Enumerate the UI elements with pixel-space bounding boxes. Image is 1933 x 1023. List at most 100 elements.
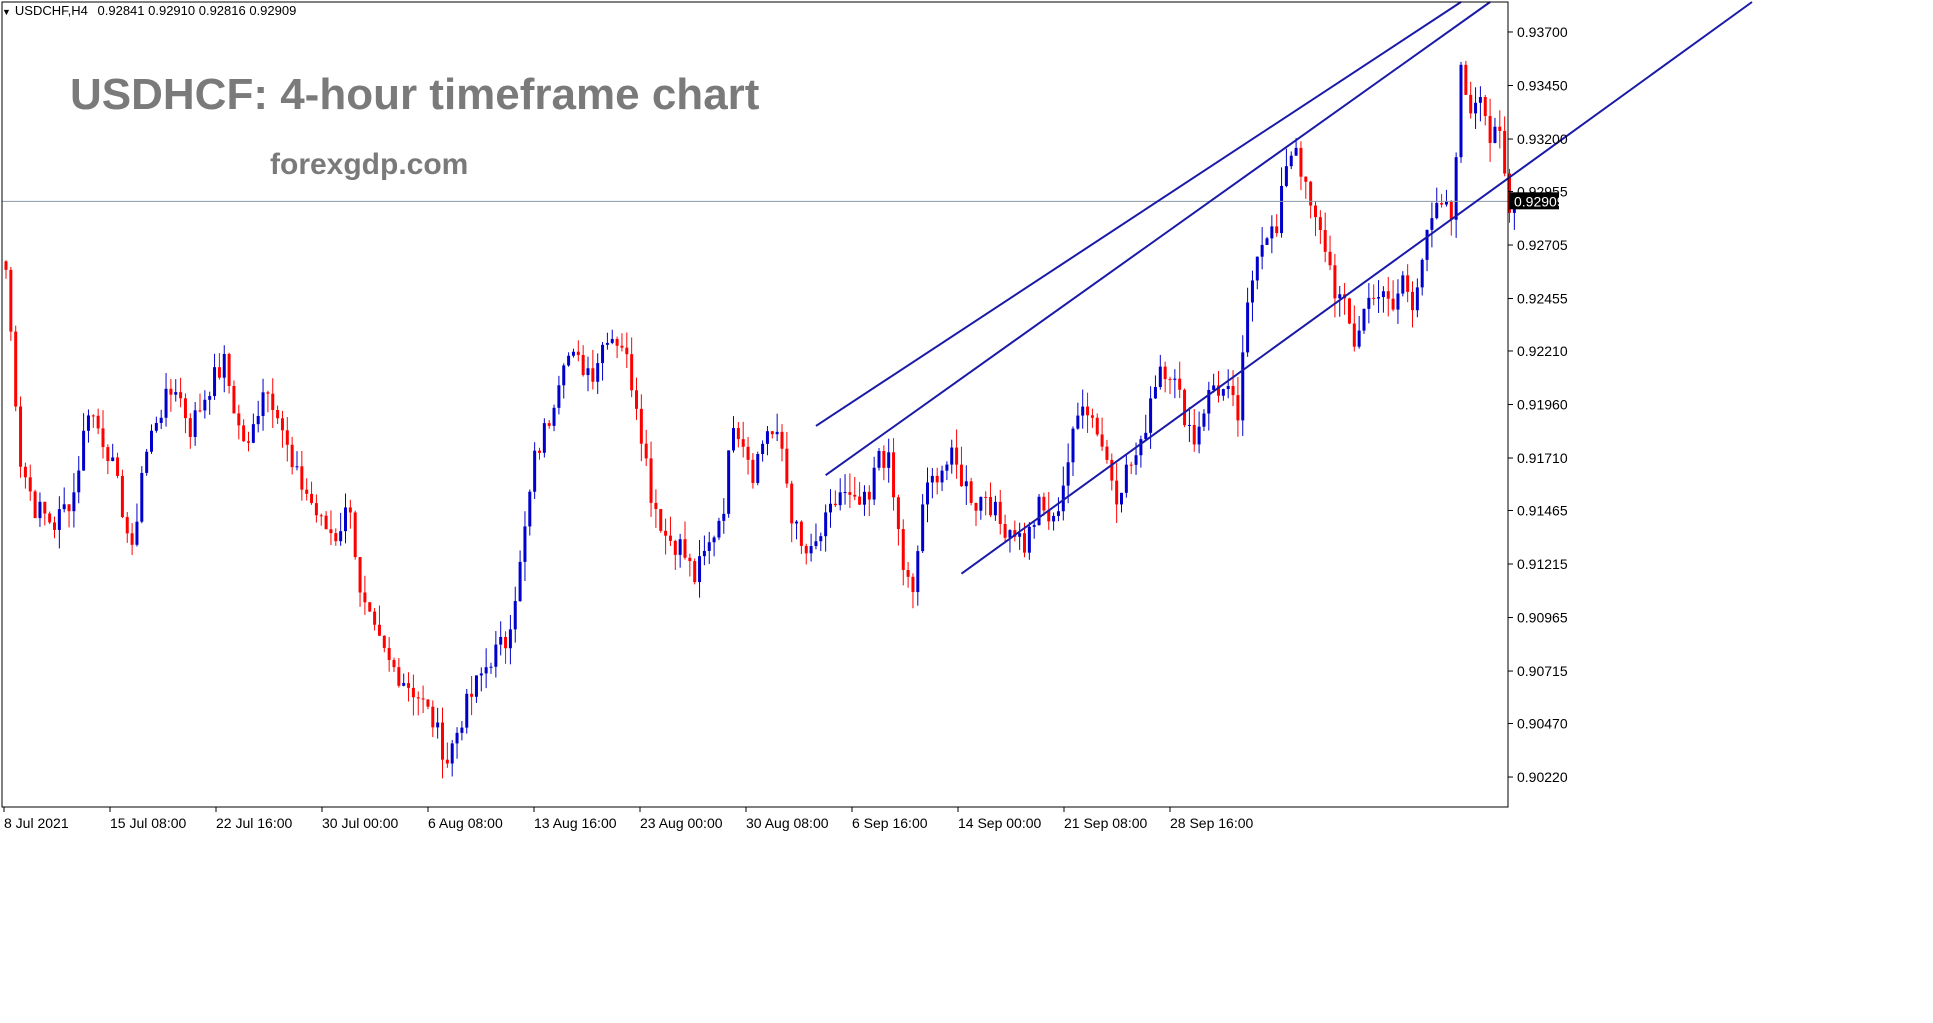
candle bbox=[1027, 522, 1031, 560]
candle-body bbox=[1221, 389, 1225, 396]
candle bbox=[470, 675, 474, 716]
candle bbox=[1386, 276, 1390, 317]
candle bbox=[1076, 402, 1080, 430]
candle bbox=[683, 521, 687, 560]
candle-body bbox=[955, 447, 959, 465]
candle bbox=[1212, 373, 1216, 393]
candle bbox=[1270, 215, 1274, 254]
candle-body bbox=[1333, 265, 1337, 299]
y-tick-label: 0.92705 bbox=[1517, 237, 1568, 253]
candle bbox=[538, 447, 541, 460]
candle-body bbox=[959, 464, 963, 487]
candle-body bbox=[736, 428, 740, 440]
candle-body bbox=[1396, 293, 1400, 310]
candle bbox=[1202, 409, 1206, 432]
candle bbox=[552, 404, 556, 432]
candle bbox=[1372, 284, 1376, 306]
candle-body bbox=[1294, 147, 1298, 156]
candle bbox=[169, 378, 173, 412]
candle-body bbox=[654, 502, 658, 510]
candle bbox=[1163, 361, 1167, 393]
candle-body bbox=[964, 481, 968, 487]
candle-body bbox=[198, 410, 202, 412]
candle bbox=[639, 394, 643, 462]
watermark-site-label: forexgdp.com bbox=[270, 148, 469, 181]
candle bbox=[741, 421, 745, 458]
candle-body bbox=[523, 526, 527, 562]
candle-body bbox=[683, 539, 687, 558]
candle bbox=[344, 493, 347, 544]
candle bbox=[407, 672, 411, 702]
candle bbox=[1474, 87, 1478, 129]
candle bbox=[1347, 297, 1351, 325]
candle-body bbox=[1231, 385, 1235, 396]
candle-body bbox=[567, 355, 571, 366]
candle bbox=[926, 467, 929, 523]
candle bbox=[499, 621, 503, 656]
candle-body bbox=[993, 501, 997, 516]
candle bbox=[1250, 270, 1254, 322]
candle bbox=[993, 495, 997, 521]
candle-body bbox=[727, 450, 731, 514]
candle bbox=[1071, 426, 1075, 476]
candle-body bbox=[843, 492, 847, 494]
candle bbox=[799, 520, 803, 554]
candle-body bbox=[363, 592, 367, 603]
candle bbox=[1105, 439, 1109, 464]
candle-body bbox=[276, 410, 280, 419]
candle-body bbox=[1202, 413, 1206, 427]
candle-body bbox=[673, 540, 677, 555]
candle bbox=[1498, 110, 1502, 149]
x-tick-label: 6 Sep 16:00 bbox=[852, 815, 928, 831]
candle-body bbox=[319, 515, 323, 517]
candle bbox=[484, 648, 488, 689]
candle bbox=[416, 691, 420, 716]
candle bbox=[305, 478, 309, 501]
candle-body bbox=[518, 561, 522, 602]
candle bbox=[964, 465, 968, 505]
candle-body bbox=[295, 466, 299, 468]
candle bbox=[717, 517, 721, 541]
candle bbox=[86, 409, 90, 443]
dropdown-triangle-icon[interactable]: ▼ bbox=[2, 7, 11, 17]
candle-body bbox=[1066, 462, 1070, 486]
candle bbox=[785, 431, 789, 488]
candle bbox=[1493, 117, 1497, 144]
candle bbox=[1066, 443, 1070, 504]
candle-body bbox=[668, 535, 672, 541]
candle-body bbox=[809, 546, 813, 554]
candle bbox=[140, 466, 144, 524]
candle-body bbox=[310, 493, 314, 504]
candle-body bbox=[135, 521, 139, 545]
candle bbox=[533, 442, 537, 500]
candles-group bbox=[4, 60, 1516, 779]
candle bbox=[1343, 283, 1347, 315]
candle-body bbox=[4, 261, 8, 270]
candle bbox=[130, 523, 134, 555]
candle-body bbox=[712, 537, 716, 543]
candle bbox=[314, 494, 318, 523]
candle bbox=[1129, 461, 1133, 475]
candle-body bbox=[82, 430, 86, 471]
candle bbox=[1440, 194, 1444, 208]
candle-body bbox=[455, 732, 459, 744]
candle-body bbox=[271, 393, 275, 411]
candle-body bbox=[465, 693, 469, 728]
candle-body bbox=[445, 759, 449, 764]
candle bbox=[504, 631, 508, 664]
price-axis: 0.937000.934500.932000.929550.927050.924… bbox=[1508, 24, 1568, 785]
candle bbox=[1318, 210, 1322, 244]
candle-body bbox=[62, 504, 66, 510]
candle-body bbox=[508, 629, 512, 649]
candle-body bbox=[188, 418, 192, 437]
x-tick-label: 21 Sep 08:00 bbox=[1064, 815, 1148, 831]
current-price-label: 0.92909 bbox=[1514, 193, 1565, 209]
candle-body bbox=[499, 636, 503, 645]
candle-body bbox=[557, 385, 561, 408]
candle bbox=[72, 473, 76, 528]
candle-body bbox=[1299, 147, 1303, 177]
candle-body bbox=[926, 482, 929, 505]
candle bbox=[673, 539, 677, 571]
candle bbox=[441, 707, 444, 779]
candle-body bbox=[829, 503, 832, 513]
